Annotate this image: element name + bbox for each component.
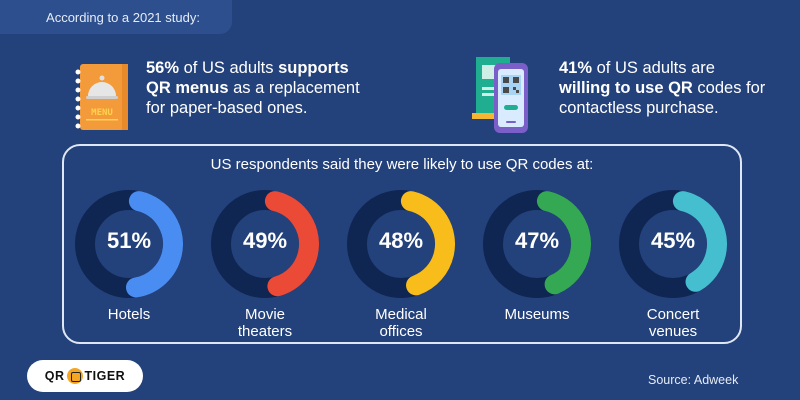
donut-ring-icon [483,190,591,298]
svg-text:MENU: MENU [91,108,113,118]
donut-value: 51% [106,228,152,253]
donut-concert-venues: 45% [619,190,727,298]
donut-hotels: 51% [75,190,183,298]
stat-highlight: 56% [146,59,180,77]
donut-value: 48% [378,228,424,253]
donut-label: Hotels [107,306,151,323]
menu-book-icon: MENU [75,64,128,130]
source-text: Source: Adweek [648,373,739,387]
respondents-panel: US respondents said they were likely to … [62,144,742,344]
donut-movie-theaters: 49% [211,190,319,298]
donut-label: Concert venues [646,306,700,340]
donut-ring-icon [347,190,455,298]
donut-value: 47% [514,228,560,253]
donut-museums: 47% [483,190,591,298]
donut-label: Medical offices [375,306,427,340]
donut-ring-icon [211,190,319,298]
stat-contactless: 41% of US adults are willing to use QR c… [559,59,766,117]
stat-highlight: 41% [559,59,593,77]
stat-qr-menus: 56% of US adults supports QR menus as a … [146,59,360,117]
donut-ring-icon [75,190,183,298]
study-tag: According to a 2021 study: [0,0,232,34]
tiger-icon [66,368,83,384]
donut-ring-icon [619,190,727,298]
donut-label: Museums [504,306,570,323]
donut-medical-offices: 48% [347,190,455,298]
donut-value: 45% [650,228,696,253]
donut-label: Movie theaters [237,306,293,340]
panel-title: US respondents said they were likely to … [210,156,594,173]
qr-tiger-logo[interactable]: QR TIGER [27,360,143,392]
donut-value: 49% [242,228,288,253]
qr-phone-icon [472,57,528,133]
